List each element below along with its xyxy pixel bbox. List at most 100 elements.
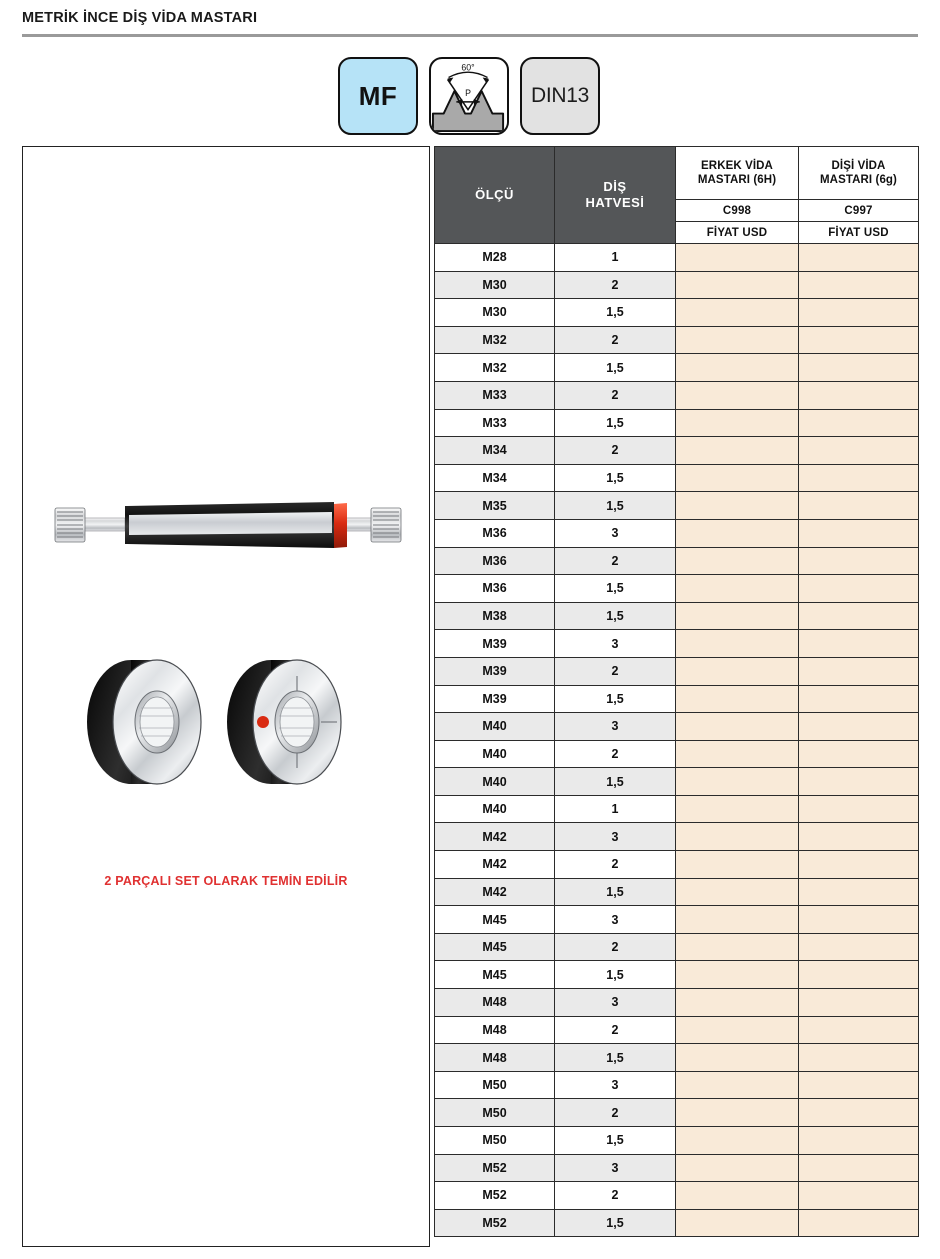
cell-size: M50	[434, 1126, 555, 1155]
col-header-male-line2: MASTARI (6H)	[697, 174, 777, 186]
cell-female-price[interactable]	[798, 629, 919, 658]
cell-male-price[interactable]	[675, 1126, 799, 1155]
cell-male-price[interactable]	[675, 850, 799, 879]
cell-pitch: 2	[554, 656, 676, 686]
cell-female-price[interactable]	[798, 767, 919, 796]
cell-pitch: 1,5	[554, 877, 676, 907]
table-row: M45 1,5	[434, 960, 919, 990]
cell-female-price[interactable]	[798, 656, 919, 686]
cell-male-price[interactable]	[675, 1153, 799, 1183]
cell-female-price[interactable]	[798, 574, 919, 603]
cell-male-price[interactable]	[675, 767, 799, 796]
cell-male-price[interactable]	[675, 1070, 799, 1100]
cell-size: M34	[434, 436, 555, 465]
cell-male-price[interactable]	[675, 546, 799, 576]
cell-size: M32	[434, 325, 555, 355]
cell-female-price[interactable]	[798, 518, 919, 548]
cell-female-price[interactable]	[798, 712, 919, 741]
cell-male-price[interactable]	[675, 932, 799, 962]
cell-pitch: 3	[554, 1153, 676, 1183]
table-row: M50 1,5	[434, 1126, 919, 1155]
cell-size: M40	[434, 712, 555, 741]
cell-female-price[interactable]	[798, 298, 919, 327]
cell-male-price[interactable]	[675, 1015, 799, 1045]
cell-male-price[interactable]	[675, 463, 799, 493]
cell-female-price[interactable]	[798, 1126, 919, 1155]
cell-male-price[interactable]	[675, 601, 799, 631]
cell-male-price[interactable]	[675, 518, 799, 548]
cell-female-price[interactable]	[798, 408, 919, 438]
cell-size: M45	[434, 932, 555, 962]
cell-female-price[interactable]	[798, 1208, 919, 1238]
cell-male-price[interactable]	[675, 905, 799, 934]
cell-male-price[interactable]	[675, 1098, 799, 1127]
cell-pitch: 3	[554, 988, 676, 1017]
cell-female-price[interactable]	[798, 491, 919, 520]
cell-female-price[interactable]	[798, 380, 919, 410]
cell-female-price[interactable]	[798, 822, 919, 852]
cell-size: M52	[434, 1208, 555, 1238]
table-row: M42 3	[434, 822, 919, 852]
cell-female-price[interactable]	[798, 546, 919, 576]
cell-size: M45	[434, 960, 555, 990]
cell-size: M42	[434, 877, 555, 907]
cell-female-price[interactable]	[798, 601, 919, 631]
cell-female-price[interactable]	[798, 463, 919, 493]
cell-pitch: 2	[554, 436, 676, 465]
cell-female-price[interactable]	[798, 684, 919, 714]
cell-male-price[interactable]	[675, 1208, 799, 1238]
cell-male-price[interactable]	[675, 408, 799, 438]
cell-female-price[interactable]	[798, 877, 919, 907]
cell-male-price[interactable]	[675, 629, 799, 658]
cell-male-price[interactable]	[675, 436, 799, 465]
table-row: M45 3	[434, 905, 919, 934]
cell-female-price[interactable]	[798, 988, 919, 1017]
cell-female-price[interactable]	[798, 1015, 919, 1045]
cell-female-price[interactable]	[798, 270, 919, 300]
cell-female-price[interactable]	[798, 1098, 919, 1127]
table-row: M42 1,5	[434, 877, 919, 907]
cell-female-price[interactable]	[798, 960, 919, 990]
cell-female-price[interactable]	[798, 739, 919, 769]
cell-male-price[interactable]	[675, 243, 799, 272]
cell-male-price[interactable]	[675, 877, 799, 907]
ring-gauge-image	[87, 659, 342, 785]
cell-male-price[interactable]	[675, 491, 799, 520]
table-row: M40 3	[434, 712, 919, 741]
cell-female-price[interactable]	[798, 1070, 919, 1100]
cell-pitch: 2	[554, 325, 676, 355]
cell-male-price[interactable]	[675, 270, 799, 300]
cell-female-price[interactable]	[798, 325, 919, 355]
cell-female-price[interactable]	[798, 436, 919, 465]
cell-male-price[interactable]	[675, 960, 799, 990]
cell-male-price[interactable]	[675, 298, 799, 327]
cell-female-price[interactable]	[798, 243, 919, 272]
cell-female-price[interactable]	[798, 932, 919, 962]
cell-female-price[interactable]	[798, 794, 919, 824]
cell-male-price[interactable]	[675, 380, 799, 410]
cell-female-price[interactable]	[798, 1153, 919, 1183]
cell-size: M38	[434, 601, 555, 631]
cell-male-price[interactable]	[675, 325, 799, 355]
cell-male-price[interactable]	[675, 739, 799, 769]
cell-male-price[interactable]	[675, 656, 799, 686]
cell-male-price[interactable]	[675, 1043, 799, 1072]
cell-female-price[interactable]	[798, 353, 919, 382]
cell-female-price[interactable]	[798, 1181, 919, 1210]
cell-male-price[interactable]	[675, 353, 799, 382]
cell-male-price[interactable]	[675, 822, 799, 852]
cell-male-price[interactable]	[675, 794, 799, 824]
title-divider	[22, 34, 918, 37]
cell-pitch: 2	[554, 850, 676, 879]
cell-female-price[interactable]	[798, 1043, 919, 1072]
cell-female-price[interactable]	[798, 850, 919, 879]
cell-male-price[interactable]	[675, 1181, 799, 1210]
cell-male-price[interactable]	[675, 712, 799, 741]
cell-female-price[interactable]	[798, 905, 919, 934]
table-row: M36 1,5	[434, 574, 919, 603]
cell-male-price[interactable]	[675, 988, 799, 1017]
cell-male-price[interactable]	[675, 684, 799, 714]
cell-male-price[interactable]	[675, 574, 799, 603]
cell-pitch: 2	[554, 546, 676, 576]
cell-pitch: 1,5	[554, 767, 676, 796]
